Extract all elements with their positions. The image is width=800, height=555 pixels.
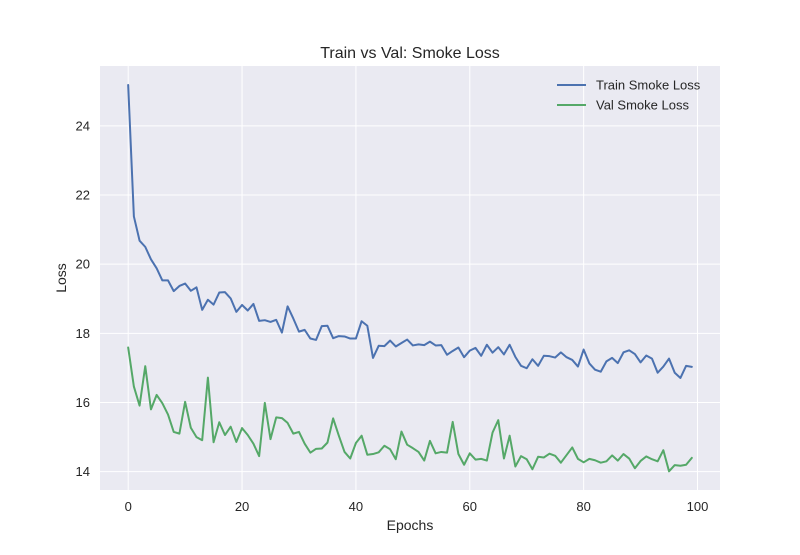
- y-tick-label: 14: [76, 464, 90, 479]
- series-line-train-smoke-loss: [127, 84, 693, 379]
- legend: Train Smoke Loss Val Smoke Loss: [557, 78, 701, 113]
- series-line-val-smoke-loss: [127, 346, 693, 473]
- y-tick-label: 16: [76, 395, 90, 410]
- x-axis-label: Epochs: [387, 517, 434, 533]
- legend-label-val-smoke-loss: Val Smoke Loss: [596, 98, 689, 113]
- y-tick-label: 24: [76, 118, 90, 133]
- x-tick-label: 0: [125, 499, 132, 514]
- series-lines: [127, 84, 693, 473]
- plot-area: [100, 66, 720, 490]
- grid-lines: [100, 66, 720, 490]
- y-tick-label: 22: [76, 187, 90, 202]
- legend-label-train-smoke-loss: Train Smoke Loss: [596, 78, 701, 93]
- x-tick-label: 20: [235, 499, 249, 514]
- x-tick-label: 100: [687, 499, 709, 514]
- x-tick-label: 40: [349, 499, 363, 514]
- chart-title: Train vs Val: Smoke Loss: [320, 45, 500, 62]
- y-tick-label: 18: [76, 326, 90, 341]
- x-tick-label: 60: [463, 499, 477, 514]
- tick-labels: 0 20 40 60 80 100 14 16 18 20 22 24: [76, 118, 709, 514]
- y-axis-label: Loss: [53, 263, 69, 293]
- y-tick-label: 20: [76, 257, 90, 272]
- x-tick-label: 80: [576, 499, 590, 514]
